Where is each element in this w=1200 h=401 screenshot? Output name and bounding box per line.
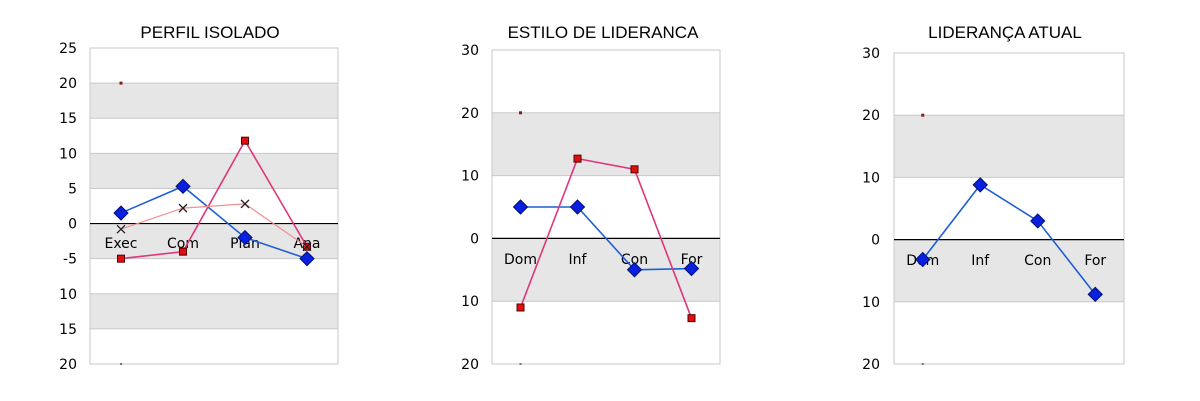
series-line xyxy=(120,203,308,248)
y-tick-label: 20 xyxy=(862,357,880,373)
y-tick-label: 10 xyxy=(461,294,479,310)
data-point-diamond xyxy=(175,178,191,195)
grid-band xyxy=(90,83,338,119)
y-tick-label: 10 xyxy=(59,146,77,162)
chart-3: LIDERANÇA ATUAL30201001020DomInfConFor xyxy=(862,23,1125,373)
y-tick-label: 20 xyxy=(59,357,77,373)
grid-band xyxy=(90,48,338,84)
reference-dot-top xyxy=(519,111,522,115)
data-point-diamond xyxy=(1030,213,1046,229)
grid-band xyxy=(894,53,1124,116)
category-label: Con xyxy=(1024,253,1051,269)
y-tick-label: 10 xyxy=(862,295,880,311)
grid-band xyxy=(492,301,720,364)
y-tick-label: 15 xyxy=(59,111,77,127)
reference-dot-bottom xyxy=(120,363,122,365)
y-tick-label: 0 xyxy=(68,217,77,233)
grid-band xyxy=(90,153,338,189)
data-point-diamond xyxy=(512,199,529,215)
category-label: Inf xyxy=(971,253,990,269)
plot-border xyxy=(89,47,339,365)
grid-band xyxy=(90,118,338,154)
data-point-x xyxy=(240,199,250,209)
y-tick-label: 20 xyxy=(461,106,479,122)
data-point-x xyxy=(302,242,312,252)
y-tick-label: 20 xyxy=(461,357,479,373)
data-point-square xyxy=(573,154,582,163)
data-point-diamond xyxy=(237,229,253,246)
y-tick-label: 30 xyxy=(862,46,880,62)
chart-1: PERFIL ISOLADO2520151050-5101520ExecComP… xyxy=(59,23,339,373)
data-point-x xyxy=(178,203,188,213)
data-point-diamond xyxy=(113,205,129,221)
data-point-diamond xyxy=(626,262,643,278)
y-tick-label: 0 xyxy=(470,231,479,247)
y-tick-label: 0 xyxy=(871,233,880,249)
reference-dot-top xyxy=(119,81,123,85)
y-tick-label: 25 xyxy=(59,41,77,57)
grid-band xyxy=(894,239,1124,302)
chart-title: ESTILO DE LIDERANCA xyxy=(508,23,699,42)
series-line xyxy=(520,206,692,271)
grid-band xyxy=(894,115,1124,178)
data-point-diamond xyxy=(915,251,931,268)
data-point-square xyxy=(516,303,525,312)
y-tick-label: 10 xyxy=(59,287,77,303)
category-label: For xyxy=(1084,253,1106,269)
data-point-square xyxy=(241,136,249,145)
reference-dot-bottom xyxy=(519,363,522,365)
y-tick-label: 20 xyxy=(862,108,880,124)
category-label: Exec xyxy=(104,236,137,252)
data-point-diamond xyxy=(1087,286,1103,303)
y-tick-label: -5 xyxy=(63,252,77,268)
data-point-x xyxy=(116,224,126,234)
y-tick-label: 20 xyxy=(59,76,77,92)
category-label: Com xyxy=(167,236,199,252)
grid-band xyxy=(894,177,1124,240)
series-line xyxy=(519,157,693,319)
data-point-square xyxy=(687,314,696,323)
plot-border xyxy=(893,52,1125,365)
chart-2: ESTILO DE LIDERANCA 30 20 10 0 10 20 Dom Inf Con F… xyxy=(461,23,721,373)
data-point-square xyxy=(117,254,125,263)
data-point-diamond xyxy=(569,199,586,215)
category-label: Con xyxy=(621,252,648,268)
category-label: Dom xyxy=(504,252,537,268)
category-label: For xyxy=(681,252,703,268)
grid-band xyxy=(492,238,720,302)
grid-band xyxy=(492,112,720,176)
category-label: Inf xyxy=(569,252,588,268)
data-point-diamond xyxy=(683,260,700,277)
grid-band xyxy=(90,258,338,294)
y-tick-label: 30 xyxy=(461,43,479,59)
data-point-diamond xyxy=(972,177,988,193)
chart-title: LIDERANÇA ATUAL xyxy=(928,23,1082,42)
grid-band xyxy=(90,328,338,364)
data-point-square xyxy=(630,165,639,174)
data-point-square xyxy=(179,247,187,256)
y-tick-label: 15 xyxy=(59,322,77,338)
plot-border xyxy=(491,49,721,365)
data-point-diamond xyxy=(299,250,315,267)
y-tick-label: 5 xyxy=(68,181,77,197)
chart-title: PERFIL ISOLADO xyxy=(140,23,279,42)
reference-dot-top xyxy=(921,113,925,117)
grid-band xyxy=(894,301,1124,364)
reference-dot-bottom xyxy=(921,363,924,365)
grid-band xyxy=(90,293,338,329)
y-tick-label: 10 xyxy=(461,169,479,185)
series-line xyxy=(120,185,308,260)
series-line xyxy=(922,183,1096,295)
series-line xyxy=(120,139,308,260)
grid-band xyxy=(492,50,720,113)
y-tick-label: 10 xyxy=(862,170,880,186)
